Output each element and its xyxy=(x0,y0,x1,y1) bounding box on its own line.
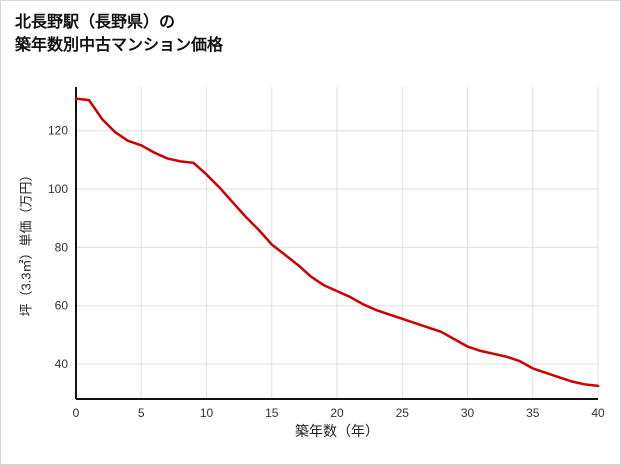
svg-text:120: 120 xyxy=(48,124,68,138)
page-title: 北長野駅（長野県）の 築年数別中古マンション価格 xyxy=(15,11,223,57)
svg-text:30: 30 xyxy=(461,406,475,420)
svg-text:5: 5 xyxy=(138,406,145,420)
svg-text:15: 15 xyxy=(265,406,279,420)
svg-text:40: 40 xyxy=(591,406,605,420)
svg-text:60: 60 xyxy=(55,299,69,313)
y-axis-label: 坪（3.3㎡）単価（万円） xyxy=(18,168,34,317)
svg-text:0: 0 xyxy=(73,406,80,420)
x-axis-label: 築年数（年） xyxy=(295,423,379,439)
title-line-2: 築年数別中古マンション価格 xyxy=(15,37,224,55)
svg-text:100: 100 xyxy=(48,182,68,196)
svg-text:25: 25 xyxy=(396,406,410,420)
svg-text:35: 35 xyxy=(526,406,540,420)
svg-text:20: 20 xyxy=(330,406,344,420)
svg-text:80: 80 xyxy=(55,240,69,254)
svg-text:40: 40 xyxy=(55,357,69,371)
title-line-1: 北長野駅（長野県）の xyxy=(15,14,176,31)
svg-text:10: 10 xyxy=(200,406,214,420)
